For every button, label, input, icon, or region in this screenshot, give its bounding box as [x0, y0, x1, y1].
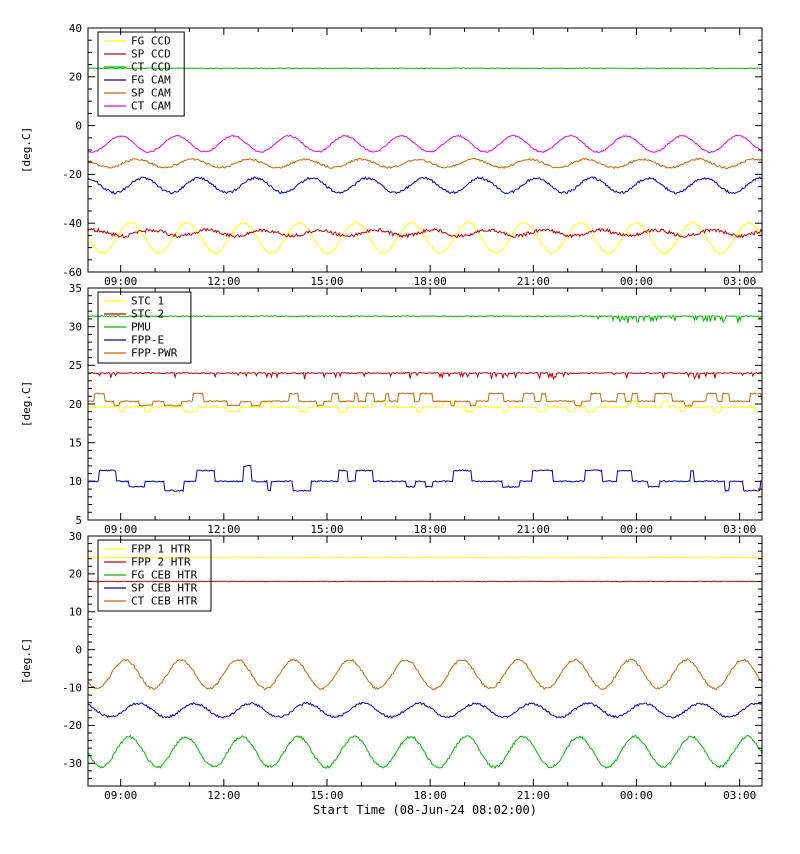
x-tick-label: 18:00 — [414, 275, 447, 288]
series-fpp-pwr — [87, 391, 763, 408]
x-tick-label: 12:00 — [207, 523, 240, 536]
x-tick-label: 21:00 — [517, 523, 550, 536]
legend-label: SP CEB HTR — [131, 582, 198, 595]
panel-2: 09:00 12:00 15:00 18:00 21:00 00:00 03:00 35 30 2… — [20, 282, 763, 536]
y-tick-label: 10 — [69, 475, 82, 488]
series-stc-2 — [87, 370, 763, 381]
legend-label: FG CEB HTR — [131, 569, 198, 582]
series-fpp-1-htr — [87, 556, 763, 559]
y-tick-label: 0 — [75, 119, 82, 132]
x-tick-label: 15:00 — [310, 523, 343, 536]
legend-box — [97, 291, 192, 364]
y-tick-label: 35 — [69, 282, 82, 295]
panel-2-series — [87, 314, 763, 493]
x-tick-label: 00:00 — [620, 789, 653, 802]
y-tick-label: -60 — [62, 266, 82, 279]
panel-3-frame — [87, 535, 763, 787]
y-tick-label: 25 — [69, 359, 82, 372]
legend-label: FG CCD — [131, 35, 171, 48]
x-tick-label: 00:00 — [620, 523, 653, 536]
y-tick-label: -30 — [62, 757, 82, 770]
legend-label: STC 2 — [131, 308, 164, 321]
x-tick-label: 21:00 — [517, 789, 550, 802]
legend-box — [97, 31, 185, 117]
legend-label: FG CAM — [131, 74, 171, 87]
legend-box — [97, 539, 212, 612]
x-tick-label: 15:00 — [310, 789, 343, 802]
legend-label: SP CAM — [131, 87, 171, 100]
legend-label: FPP 2 HTR — [131, 556, 191, 569]
panel-1-axes: 09:00 12:00 15:00 18:00 21:00 00:00 03:00 40 20 0… — [62, 22, 762, 288]
x-tick-label: 18:00 — [414, 523, 447, 536]
x-tick-label: 00:00 — [620, 275, 653, 288]
series-fg-ccd — [87, 221, 763, 255]
series-fg-cam — [87, 176, 763, 195]
panel-2-axes: 09:00 12:00 15:00 18:00 21:00 00:00 03:00 35 30 2… — [69, 282, 762, 536]
series-sp-ceb-htr — [87, 701, 763, 719]
x-tick-label: 18:00 — [414, 789, 447, 802]
series-stc-1 — [87, 400, 763, 414]
y-tick-label: 5 — [75, 514, 82, 527]
y-axis-label: [deg.C] — [20, 127, 33, 173]
legend-label: STC 1 — [131, 295, 164, 308]
y-tick-label: -20 — [62, 719, 82, 732]
x-tick-label: 15:00 — [310, 275, 343, 288]
y-tick-label: 20 — [69, 398, 82, 411]
panel-1: 09:00 12:00 15:00 18:00 21:00 00:00 03:00 40 20 0… — [20, 22, 763, 288]
legend-label: SP CCD — [131, 48, 171, 61]
y-tick-label: 20 — [69, 568, 82, 581]
series-fg-ceb-htr — [87, 734, 763, 770]
panel-2-frame — [87, 287, 763, 521]
series-sp-cam — [87, 157, 763, 170]
y-tick-label: -10 — [62, 681, 82, 694]
series-ct-ccd — [87, 67, 763, 70]
legend-label: FPP 1 HTR — [131, 543, 191, 556]
y-tick-label: -40 — [62, 217, 82, 230]
legend-label: CT CEB HTR — [131, 595, 198, 608]
x-axis-title: Start Time (08-Jun-24 08:02:00) — [313, 803, 537, 817]
panel-3-axes: 09:00 12:00 15:00 18:00 21:00 00:00 03:00 30 20 1… — [62, 530, 762, 802]
x-tick-label: 09:00 — [104, 523, 137, 536]
x-tick-label: 09:00 — [104, 789, 137, 802]
y-axis-label: [deg.C] — [20, 638, 33, 684]
series-ct-ceb-htr — [87, 658, 763, 691]
series-fpp-e — [87, 464, 763, 493]
panel-1-series — [87, 67, 763, 255]
x-tick-label: 12:00 — [207, 275, 240, 288]
x-tick-label: 03:00 — [723, 275, 756, 288]
y-tick-label: 40 — [69, 22, 82, 35]
y-tick-label: 0 — [75, 643, 82, 656]
legend-label: CT CCD — [131, 61, 171, 74]
legend-label: CT CAM — [131, 100, 171, 113]
x-tick-label: 03:00 — [723, 523, 756, 536]
series-pmu — [87, 314, 763, 324]
x-tick-label: 09:00 — [104, 275, 137, 288]
y-tick-label: 20 — [69, 71, 82, 84]
y-tick-label: 15 — [69, 436, 82, 449]
legend-label: FPP-PWR — [131, 347, 178, 360]
x-tick-label: 03:00 — [723, 789, 756, 802]
series-ct-cam — [87, 134, 763, 154]
panel-3-series — [87, 556, 763, 770]
y-axis-label: [deg.C] — [20, 381, 33, 427]
legend-label: PMU — [131, 321, 151, 334]
legend-label: FPP-E — [131, 334, 164, 347]
x-tick-label: 12:00 — [207, 789, 240, 802]
series-sp-ccd — [87, 227, 763, 239]
panel-3: 09:00 12:00 15:00 18:00 21:00 00:00 03:00 30 20 1… — [20, 530, 763, 802]
y-tick-label: -20 — [62, 168, 82, 181]
y-tick-label: 30 — [69, 320, 82, 333]
y-tick-label: 30 — [69, 530, 82, 543]
y-tick-label: 10 — [69, 606, 82, 619]
series-fpp-2-htr — [87, 580, 763, 583]
x-tick-label: 21:00 — [517, 275, 550, 288]
